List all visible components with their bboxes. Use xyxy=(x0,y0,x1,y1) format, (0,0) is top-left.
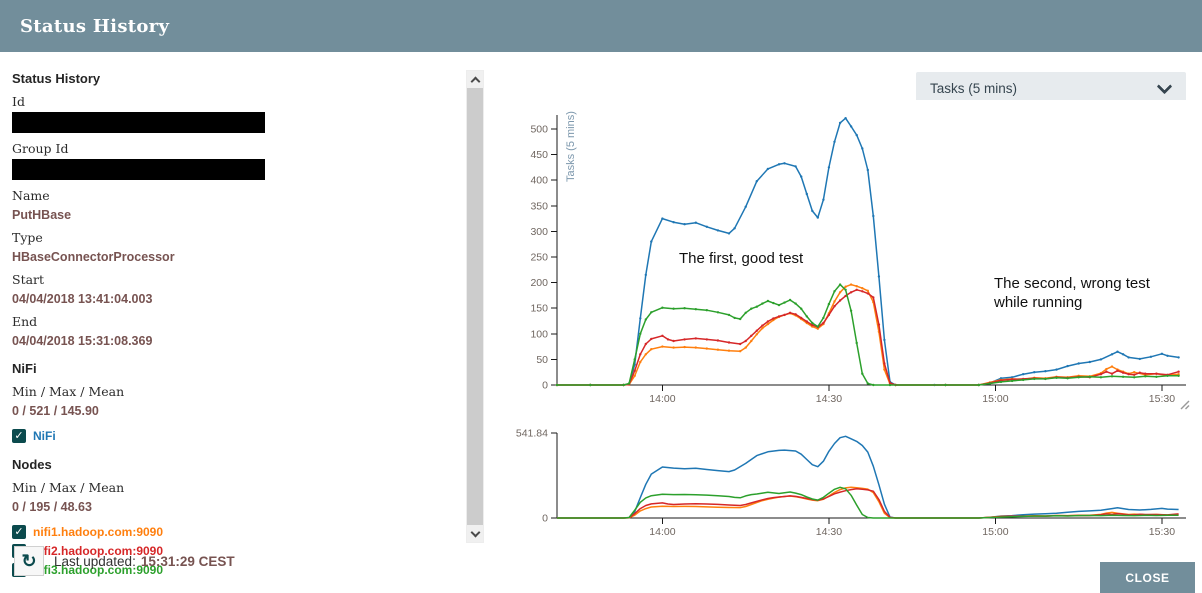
scrollbar-thumb[interactable] xyxy=(467,88,483,525)
svg-text:150: 150 xyxy=(530,303,548,315)
refresh-icon: ↻ xyxy=(21,550,37,571)
group-id-value-redacted xyxy=(12,159,265,180)
field-label-type: Type xyxy=(12,230,43,245)
sidebar-scrollbar[interactable] xyxy=(466,70,484,543)
field-label-name: Name xyxy=(12,188,50,203)
field-value-end: 04/04/2018 15:31:08.369 xyxy=(12,334,153,348)
annotation-second-test: The second, wrong test while running xyxy=(994,274,1150,312)
svg-text:400: 400 xyxy=(530,175,548,187)
metric-select-dropdown[interactable]: Tasks (5 mins) xyxy=(916,72,1186,104)
dialog-title: Status History xyxy=(20,15,170,37)
svg-text:14:30: 14:30 xyxy=(816,393,842,405)
nifi-checkbox-label: NiFi xyxy=(33,429,56,443)
scroll-down-button[interactable] xyxy=(467,525,483,542)
field-value-name: PutHBase xyxy=(12,208,72,222)
status-history-main-chart: 0 50 100 150 200 250 300 350 400 450 500 14:00 14:30… xyxy=(500,100,1202,415)
svg-text:15:30: 15:30 xyxy=(1149,526,1175,538)
svg-text:200: 200 xyxy=(530,277,548,289)
nifi-stat-label: Min / Max / Mean xyxy=(12,384,125,399)
field-label-id: Id xyxy=(12,94,25,109)
field-label-start: Start xyxy=(12,272,45,287)
close-button[interactable]: CLOSE xyxy=(1100,562,1195,593)
status-history-sidebar: Status History Id Group Id Name PutHBase… xyxy=(12,62,268,577)
field-label-group-id: Group Id xyxy=(12,141,69,156)
svg-text:50: 50 xyxy=(536,354,548,366)
node1-checkbox-icon[interactable]: ✓ xyxy=(12,525,26,539)
field-value-start: 04/04/2018 13:41:04.003 xyxy=(12,292,153,306)
svg-text:450: 450 xyxy=(530,149,548,161)
node3-checkbox-label: nifi3.hadoop.com:9090 xyxy=(33,563,164,577)
dialog-header: Status History xyxy=(0,0,1202,52)
svg-text:0: 0 xyxy=(542,380,548,392)
nodes-stat-value: 0 / 195 / 48.63 xyxy=(12,500,92,514)
svg-text:0: 0 xyxy=(542,513,548,525)
id-value-redacted xyxy=(12,112,265,133)
refresh-button[interactable]: ↻ xyxy=(14,546,44,576)
chevron-down-icon xyxy=(470,527,480,537)
annotation-first-test: The first, good test xyxy=(679,250,804,267)
nifi-section-heading: NiFi xyxy=(12,361,37,376)
last-updated-value: 15:31:29 CEST xyxy=(140,553,235,569)
nodes-section-heading: Nodes xyxy=(12,457,52,472)
nifi-checkbox-row[interactable]: ✓ NiFi xyxy=(12,429,268,443)
status-history-overview-brush-chart[interactable]: 0 541.84 14:00 14:30 15:00 15:30 xyxy=(500,420,1202,540)
nifi-stat-value: 0 / 521 / 145.90 xyxy=(12,404,99,418)
svg-text:15:00: 15:00 xyxy=(982,526,1008,538)
annotation-second-test-line2: while running xyxy=(994,294,1083,311)
chevron-up-icon xyxy=(470,76,480,86)
svg-text:14:00: 14:00 xyxy=(649,393,675,405)
svg-text:500: 500 xyxy=(530,124,548,136)
chevron-down-icon xyxy=(1156,78,1173,94)
svg-text:15:00: 15:00 xyxy=(982,393,1008,405)
sidebar-heading: Status History xyxy=(12,71,101,86)
nodes-stat-label: Min / Max / Mean xyxy=(12,480,125,495)
scroll-up-button[interactable] xyxy=(467,71,483,88)
node1-checkbox-row[interactable]: ✓ nifi1.hadoop.com:9090 xyxy=(12,525,268,539)
nifi-checkbox-icon[interactable]: ✓ xyxy=(12,429,26,443)
last-updated-label: Last updated: xyxy=(54,553,136,569)
svg-text:Tasks (5 mins): Tasks (5 mins) xyxy=(565,111,577,182)
svg-text:350: 350 xyxy=(530,200,548,212)
svg-text:100: 100 xyxy=(530,328,548,340)
svg-text:541.84: 541.84 xyxy=(516,428,548,440)
chart-resize-grip-icon[interactable] xyxy=(1178,398,1191,411)
field-label-end: End xyxy=(12,314,38,329)
last-updated-row: ↻ Last updated: 15:31:29 CEST xyxy=(14,546,235,576)
node1-checkbox-label: nifi1.hadoop.com:9090 xyxy=(33,525,164,539)
metric-select-value: Tasks (5 mins) xyxy=(930,80,1018,96)
svg-text:300: 300 xyxy=(530,226,548,238)
svg-text:14:30: 14:30 xyxy=(816,526,842,538)
svg-text:14:00: 14:00 xyxy=(649,526,675,538)
annotation-second-test-line1: The second, wrong test xyxy=(994,275,1150,292)
node2-checkbox-label: nifi2.hadoop.com:9090 xyxy=(33,544,164,558)
svg-text:15:30: 15:30 xyxy=(1149,393,1175,405)
svg-text:250: 250 xyxy=(530,252,548,264)
field-value-type: HBaseConnectorProcessor xyxy=(12,250,175,264)
